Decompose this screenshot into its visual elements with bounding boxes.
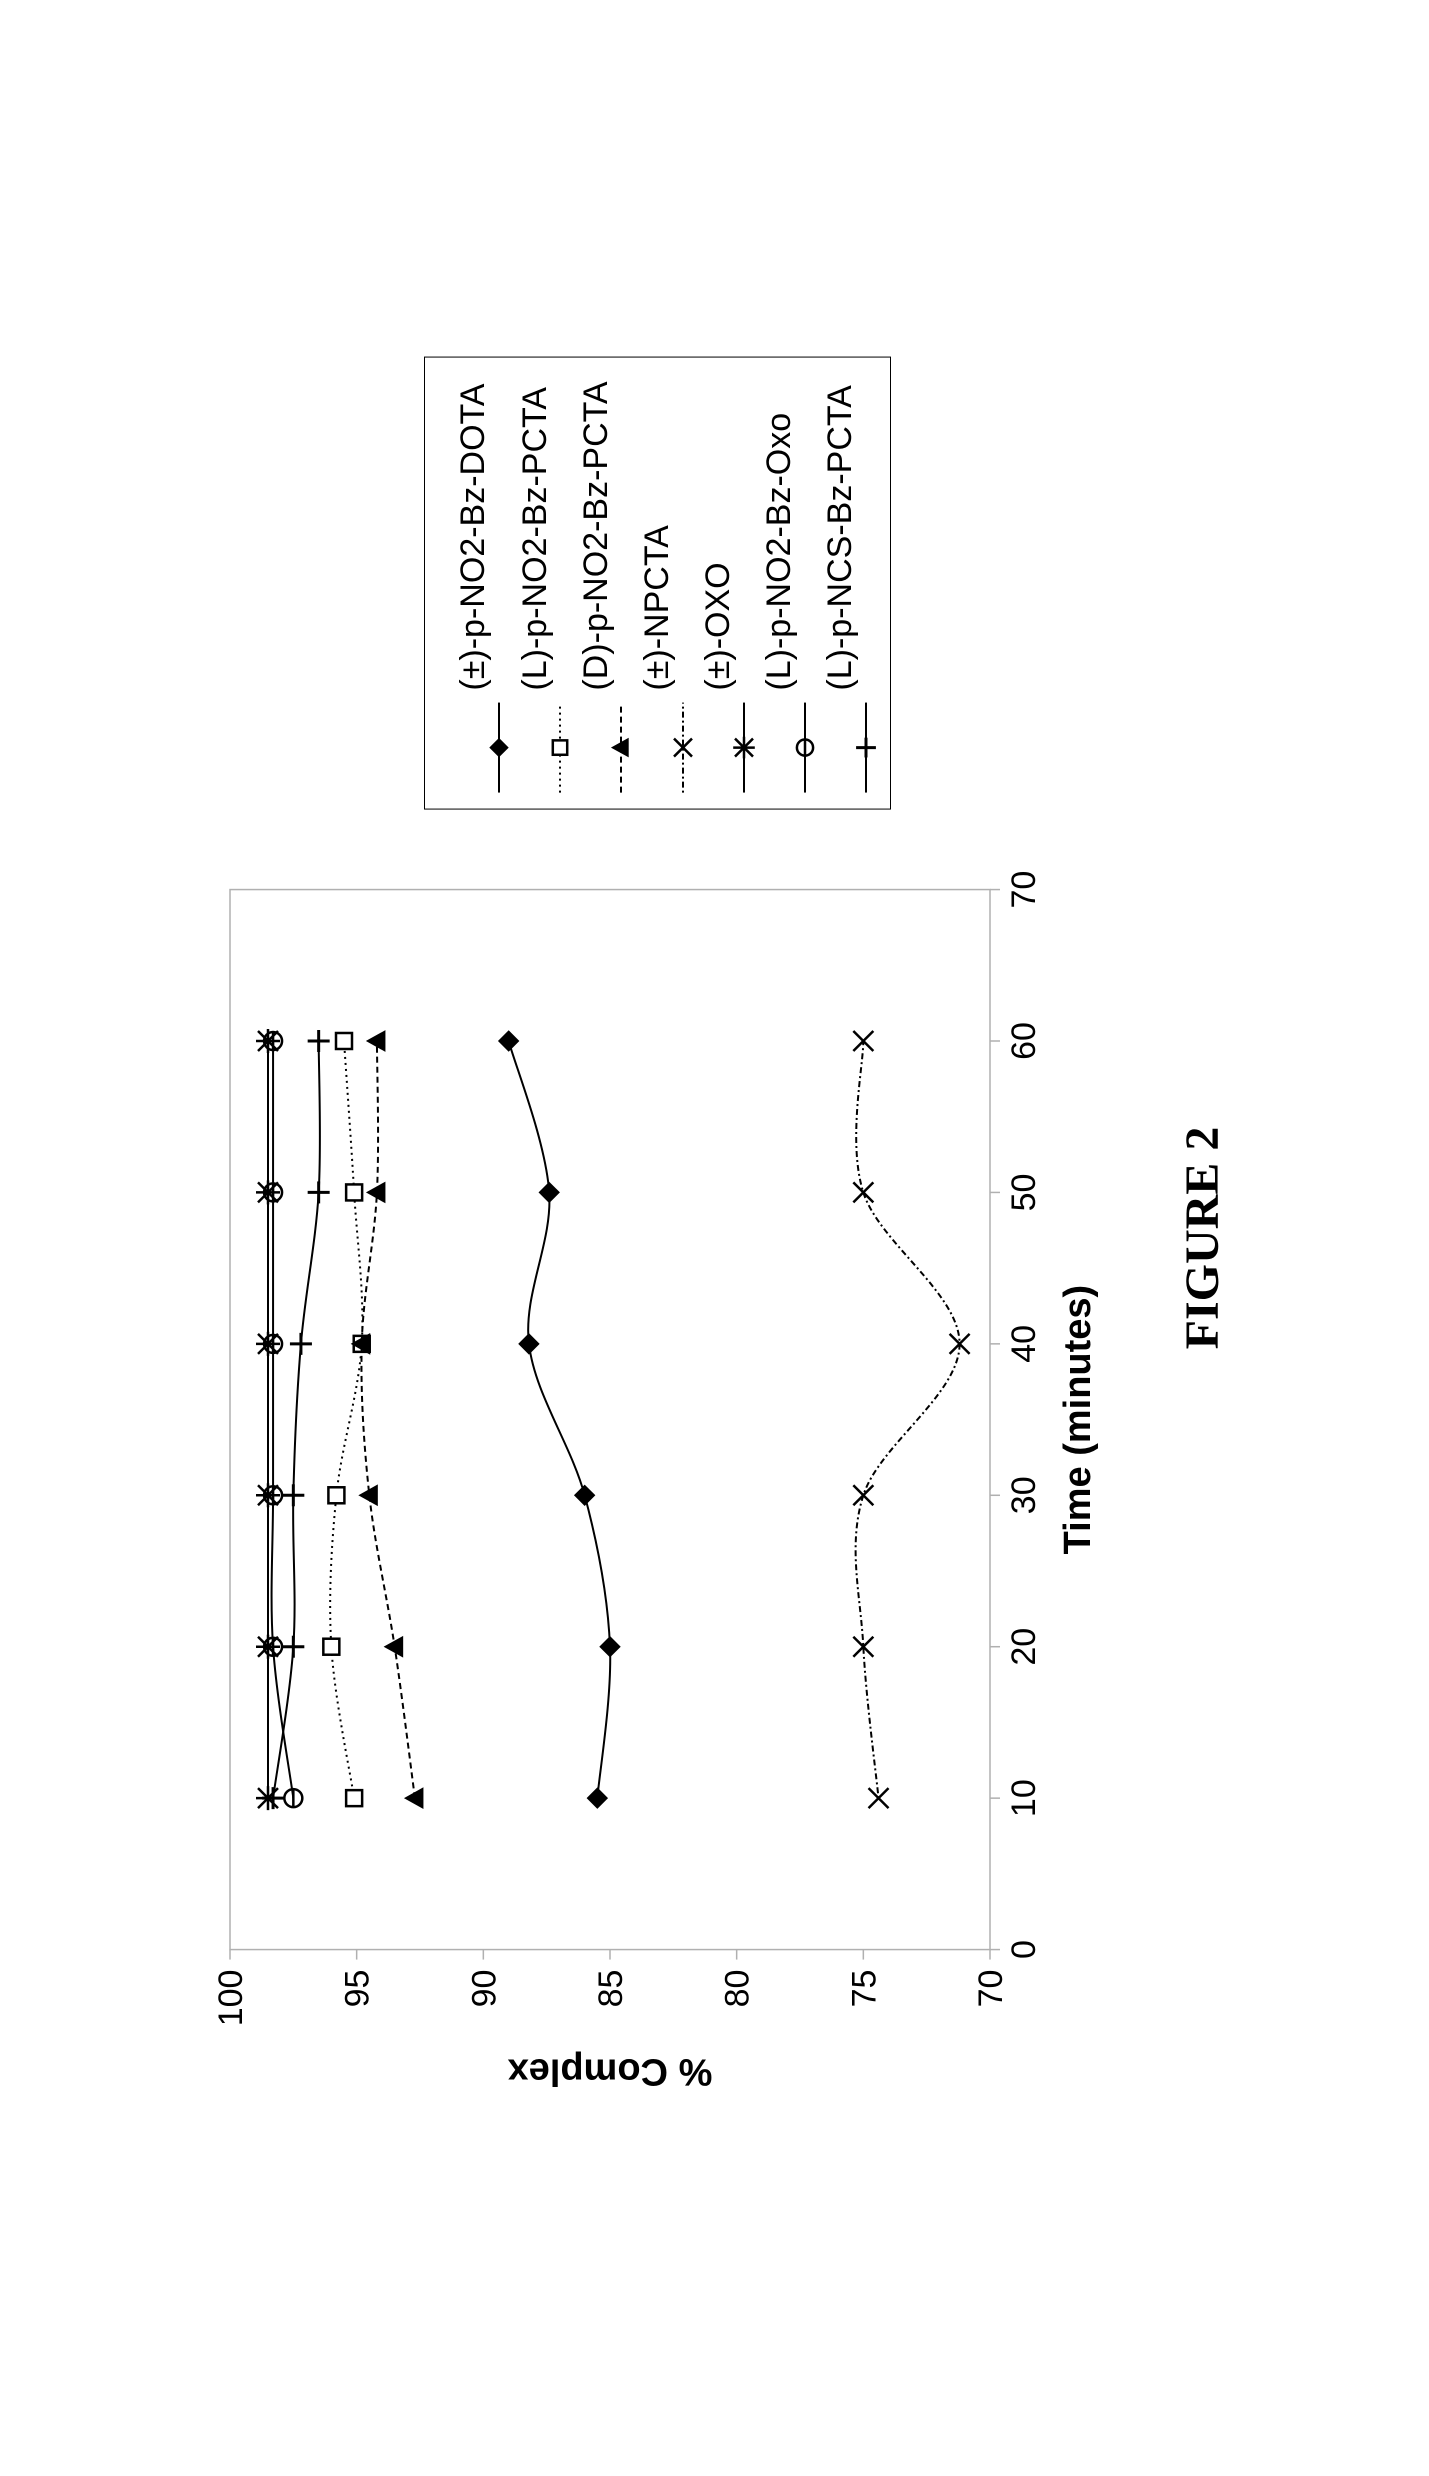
svg-text:70: 70 — [1005, 871, 1043, 909]
svg-text:40: 40 — [1005, 1325, 1043, 1363]
svg-text:0: 0 — [1005, 1940, 1043, 1959]
legend-label: (L)-p-NO2-Bz-PCTA — [504, 387, 565, 691]
legend-marker — [778, 703, 780, 793]
svg-text:60: 60 — [1005, 1022, 1043, 1060]
legend-label: (D)-p-NO2-Bz-PCTA — [565, 381, 626, 690]
svg-text:95: 95 — [338, 1970, 376, 2008]
legend-label: (L)-p-NCS-Bz-PCTA — [810, 385, 871, 690]
svg-text:75: 75 — [845, 1970, 883, 2008]
legend-label: (±)-OXO — [688, 562, 749, 690]
legend-marker — [840, 703, 842, 793]
chart-container: 0 10 20 30 40 50 60 70 70 75 80 85 90 95 100 Time (minu… — [200, 860, 1115, 2120]
legend-label: (±)-p-NO2-Bz-DOTA — [443, 384, 504, 691]
page: 0 10 20 30 40 50 60 70 70 75 80 85 90 95 100 Time (minu… — [0, 0, 1429, 2476]
legend-marker — [717, 703, 719, 793]
svg-text:30: 30 — [1005, 1476, 1043, 1514]
legend-marker — [472, 703, 474, 793]
svg-text:Time (minutes): Time (minutes) — [1057, 1285, 1099, 1555]
svg-text:50: 50 — [1005, 1174, 1043, 1212]
svg-text:90: 90 — [465, 1970, 503, 2008]
svg-text:85: 85 — [592, 1970, 630, 2008]
svg-text:100: 100 — [212, 1970, 250, 2027]
legend-label: (L)-p-NO2-Bz-Oxo — [749, 413, 810, 691]
legend-marker — [534, 703, 536, 793]
svg-text:10: 10 — [1005, 1779, 1043, 1817]
legend-label: (±)-NPCTA — [626, 525, 687, 690]
rotated-figure: 0 10 20 30 40 50 60 70 70 75 80 85 90 95 100 Time (minu… — [200, 356, 1230, 2119]
svg-text:20: 20 — [1005, 1628, 1043, 1666]
svg-text:70: 70 — [972, 1970, 1010, 2008]
legend: (±)-p-NO2-Bz-DOTA(L)-p-NO2-Bz-PCTA(D)-p-… — [424, 356, 890, 809]
chart-row: 0 10 20 30 40 50 60 70 70 75 80 85 90 95 100 Time (minu… — [200, 356, 1115, 2119]
figure-caption: FIGURE 2 — [1175, 1127, 1230, 1350]
legend-marker — [656, 703, 658, 793]
legend-entry: (±)-p-NO2-Bz-DOTA — [443, 381, 504, 792]
svg-text:% Complex: % Complex — [507, 2051, 712, 2093]
legend-marker — [595, 703, 597, 793]
svg-text:80: 80 — [718, 1970, 756, 2008]
chart-svg: 0 10 20 30 40 50 60 70 70 75 80 85 90 95 100 Time (minu… — [200, 860, 1110, 2120]
